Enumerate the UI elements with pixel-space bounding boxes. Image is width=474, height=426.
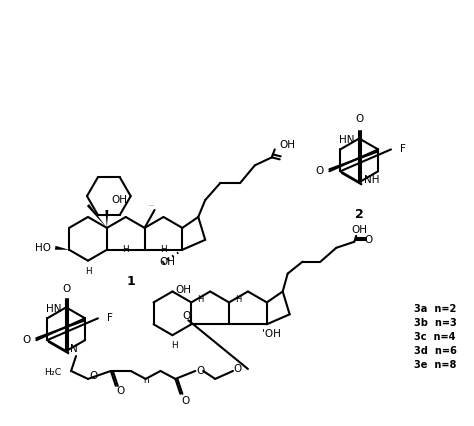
Text: 'OH: 'OH: [262, 329, 281, 339]
Text: OH: OH: [351, 225, 367, 235]
Text: 3c  n=4: 3c n=4: [414, 332, 456, 342]
Text: F: F: [400, 144, 406, 154]
Text: 3e  n=8: 3e n=8: [414, 360, 456, 370]
Text: H: H: [160, 245, 167, 254]
Text: OH: OH: [175, 285, 191, 296]
Text: O: O: [234, 364, 242, 374]
Text: HN: HN: [46, 304, 61, 314]
Text: 3d  n=6: 3d n=6: [414, 346, 457, 356]
Text: H: H: [85, 267, 91, 276]
Text: 2: 2: [355, 208, 364, 222]
Text: O: O: [355, 114, 364, 124]
Text: O: O: [196, 366, 204, 376]
Text: O: O: [62, 285, 70, 294]
Text: ...: ...: [148, 201, 155, 207]
Text: O: O: [22, 335, 30, 345]
Text: H: H: [122, 245, 129, 254]
Text: 1: 1: [127, 275, 135, 288]
Text: OH: OH: [159, 257, 175, 267]
Text: O: O: [364, 235, 372, 245]
Text: H: H: [235, 295, 241, 304]
Text: n: n: [143, 377, 148, 386]
Text: OH: OH: [280, 141, 296, 150]
Text: O: O: [90, 371, 98, 381]
Text: H: H: [171, 341, 178, 350]
Text: HN: HN: [339, 135, 354, 145]
Text: O: O: [315, 166, 324, 176]
Text: H₂C: H₂C: [44, 368, 61, 377]
Polygon shape: [105, 210, 109, 228]
Text: F: F: [107, 313, 113, 323]
Text: NH: NH: [364, 175, 380, 185]
Text: 3b  n=3: 3b n=3: [414, 318, 456, 328]
Text: O: O: [117, 386, 125, 396]
Text: O: O: [181, 396, 190, 406]
Text: HO: HO: [35, 243, 51, 253]
Text: O: O: [182, 311, 191, 321]
Polygon shape: [55, 246, 69, 250]
Text: H: H: [197, 295, 203, 304]
Text: OH: OH: [112, 195, 128, 205]
Text: N: N: [70, 344, 78, 354]
Text: 3a  n=2: 3a n=2: [414, 304, 456, 314]
Polygon shape: [87, 204, 107, 228]
